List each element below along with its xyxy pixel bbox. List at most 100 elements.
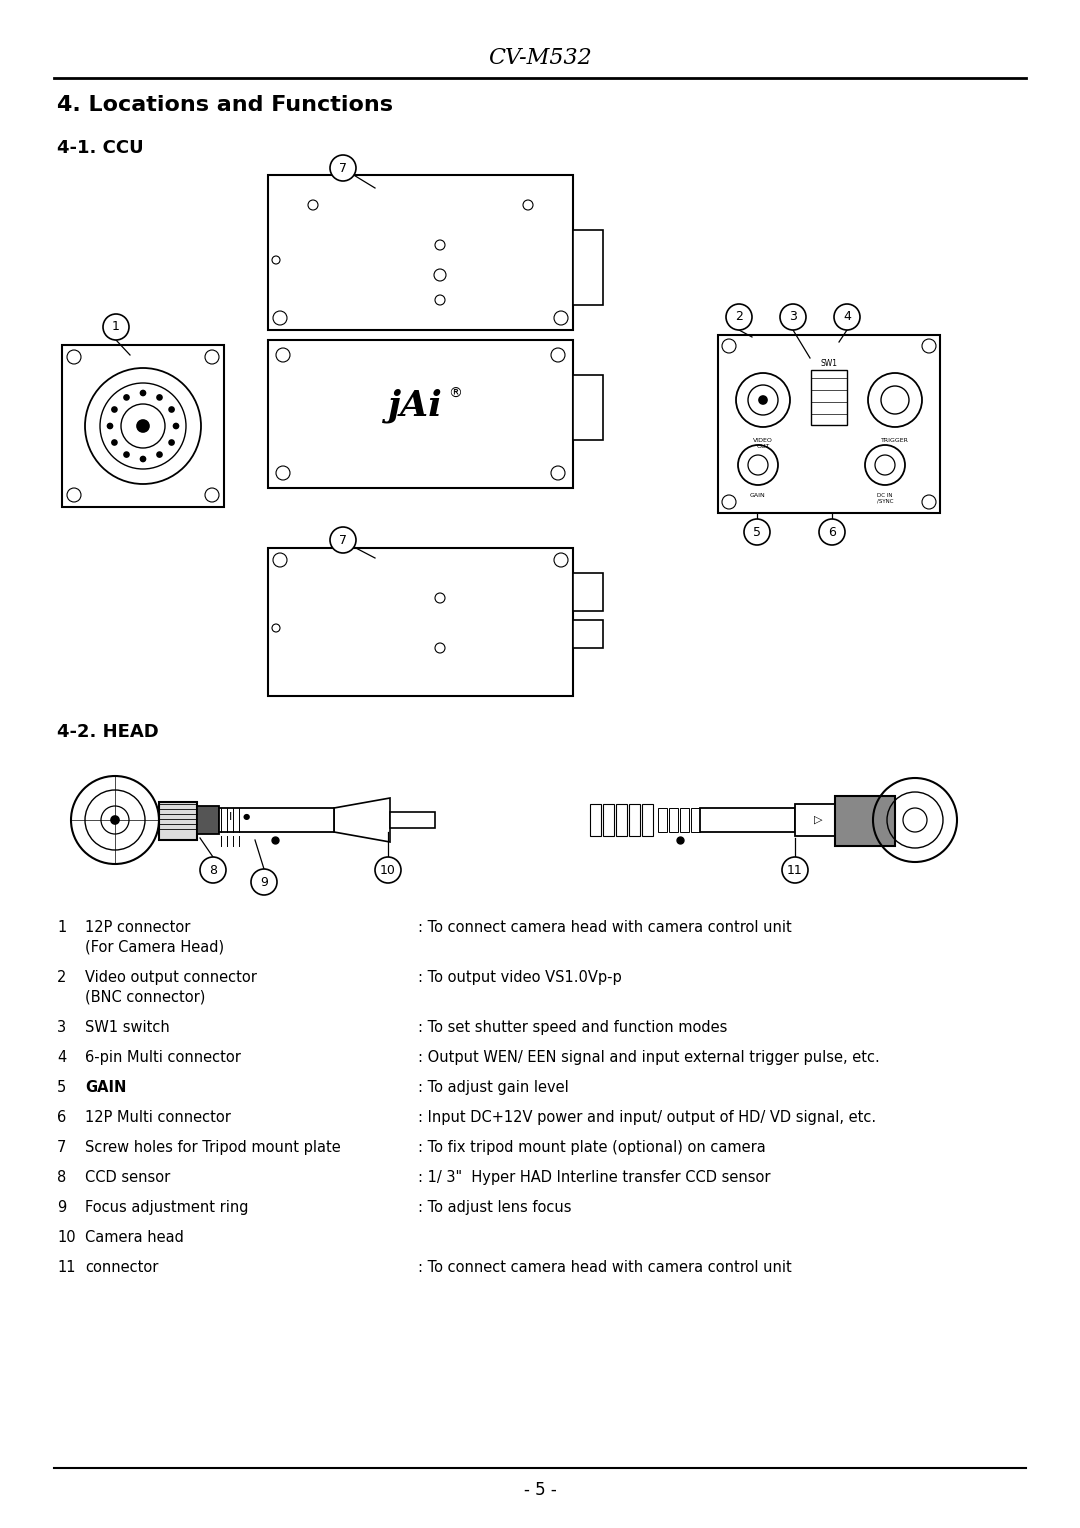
Text: : To connect camera head with camera control unit: : To connect camera head with camera con…	[418, 1261, 792, 1274]
Circle shape	[170, 440, 174, 445]
Text: SW1: SW1	[821, 359, 837, 368]
Bar	[197, 805, 219, 834]
Circle shape	[124, 452, 129, 457]
Text: ▷: ▷	[813, 814, 822, 825]
Text: 4: 4	[57, 1050, 66, 1065]
Bar	[590, 804, 600, 836]
Bar	[268, 341, 573, 487]
Circle shape	[157, 452, 162, 457]
Text: - 5 -: - 5 -	[524, 1481, 556, 1499]
Text: jAi: jAi	[388, 388, 443, 423]
Text: 4: 4	[843, 310, 851, 324]
Text: 10: 10	[380, 863, 396, 877]
Bar	[219, 808, 334, 833]
Circle shape	[780, 304, 806, 330]
Circle shape	[137, 420, 149, 432]
Text: CV-M532: CV-M532	[488, 47, 592, 69]
Text: ®: ®	[448, 387, 462, 400]
Bar	[669, 808, 678, 833]
Bar	[603, 804, 615, 836]
Text: connector: connector	[85, 1261, 159, 1274]
Circle shape	[170, 406, 174, 413]
Text: : To fix tripod mount plate (optional) on camera: : To fix tripod mount plate (optional) o…	[418, 1140, 766, 1155]
Circle shape	[124, 394, 129, 400]
Text: 3: 3	[57, 1021, 66, 1034]
Bar	[159, 802, 197, 840]
Text: 6-pin Multi connector: 6-pin Multi connector	[85, 1050, 241, 1065]
Text: 1: 1	[57, 920, 66, 935]
Text: 4. Locations and Functions: 4. Locations and Functions	[57, 95, 393, 115]
Circle shape	[782, 857, 808, 883]
Text: 4-2. HEAD: 4-2. HEAD	[57, 723, 159, 741]
Text: 1: 1	[112, 321, 120, 333]
Text: VIDEO
OUT: VIDEO OUT	[753, 439, 773, 449]
Text: : 1/ 3"  Hyper HAD Interline transfer CCD sensor: : 1/ 3" Hyper HAD Interline transfer CCD…	[418, 1170, 770, 1186]
Text: Screw holes for Tripod mount plate: Screw holes for Tripod mount plate	[85, 1140, 341, 1155]
Text: : To set shutter speed and function modes: : To set shutter speed and function mode…	[418, 1021, 727, 1034]
Circle shape	[112, 406, 117, 413]
Text: Camera head: Camera head	[85, 1230, 184, 1245]
Text: GAIN: GAIN	[751, 494, 766, 498]
Text: Video output connector: Video output connector	[85, 970, 257, 986]
Text: : To output video VS1.0Vp-p: : To output video VS1.0Vp-p	[418, 970, 622, 986]
Text: (For Camera Head): (For Camera Head)	[85, 940, 225, 955]
Text: : To connect camera head with camera control unit: : To connect camera head with camera con…	[418, 920, 792, 935]
Text: 2: 2	[735, 310, 743, 324]
Circle shape	[375, 857, 401, 883]
Bar	[573, 374, 603, 440]
Bar	[62, 345, 224, 507]
Text: 6: 6	[57, 1109, 66, 1125]
Text: 12P connector: 12P connector	[85, 920, 190, 935]
Circle shape	[112, 440, 117, 445]
Circle shape	[140, 391, 146, 396]
Text: 3: 3	[789, 310, 797, 324]
Circle shape	[111, 816, 119, 824]
Text: 6: 6	[828, 526, 836, 538]
Bar	[691, 808, 700, 833]
Text: Focus adjustment ring: Focus adjustment ring	[85, 1199, 248, 1215]
Text: I: I	[228, 811, 231, 822]
Bar	[573, 231, 603, 306]
Text: 5: 5	[753, 526, 761, 538]
Text: 12P Multi connector: 12P Multi connector	[85, 1109, 231, 1125]
Text: (BNC connector): (BNC connector)	[85, 990, 205, 1005]
Text: : To adjust gain level: : To adjust gain level	[418, 1080, 569, 1096]
Bar	[616, 804, 627, 836]
Text: : To adjust lens focus: : To adjust lens focus	[418, 1199, 571, 1215]
Bar	[629, 804, 640, 836]
Text: : Output WEN/ EEN signal and input external trigger pulse, etc.: : Output WEN/ EEN signal and input exter…	[418, 1050, 880, 1065]
Bar	[573, 620, 603, 648]
Text: 7: 7	[339, 162, 347, 174]
Text: 11: 11	[787, 863, 802, 877]
Bar	[268, 176, 573, 330]
Circle shape	[108, 423, 112, 428]
Circle shape	[330, 154, 356, 180]
Bar	[268, 549, 573, 695]
Circle shape	[819, 520, 845, 545]
Circle shape	[759, 396, 767, 403]
Text: 4-1. CCU: 4-1. CCU	[57, 139, 144, 157]
Text: 7: 7	[339, 533, 347, 547]
Bar	[795, 804, 835, 836]
Bar	[811, 370, 847, 425]
Bar	[390, 811, 435, 828]
Text: 10: 10	[57, 1230, 76, 1245]
Text: ●: ●	[242, 813, 249, 822]
Text: 11: 11	[57, 1261, 76, 1274]
Text: 8: 8	[57, 1170, 66, 1186]
Circle shape	[251, 869, 276, 895]
Text: 9: 9	[57, 1199, 66, 1215]
Text: 7: 7	[57, 1140, 66, 1155]
Circle shape	[140, 457, 146, 461]
Text: 5: 5	[57, 1080, 66, 1096]
Circle shape	[834, 304, 860, 330]
Circle shape	[103, 313, 129, 341]
Circle shape	[744, 520, 770, 545]
Bar	[835, 796, 895, 847]
Text: 2: 2	[57, 970, 66, 986]
Text: DC IN
/SYNC: DC IN /SYNC	[877, 494, 893, 504]
Text: TRIGGER: TRIGGER	[881, 439, 909, 443]
Bar	[573, 573, 603, 611]
Bar	[718, 335, 940, 513]
Text: 9: 9	[260, 876, 268, 888]
